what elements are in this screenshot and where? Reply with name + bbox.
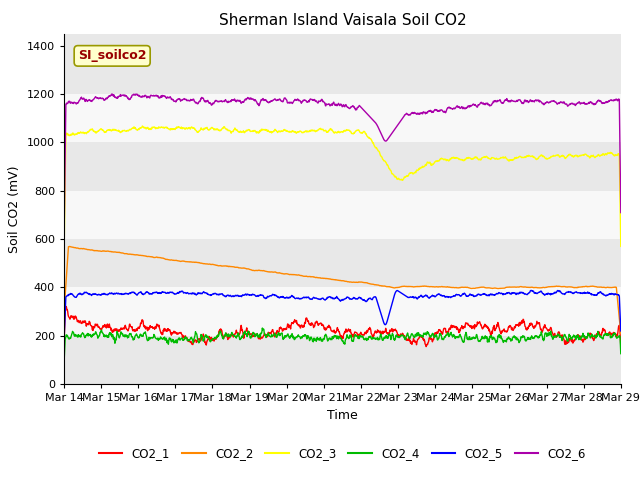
CO2_6: [318, 97, 326, 103]
CO2_1: [126, 322, 134, 328]
Line: CO2_4: CO2_4: [64, 328, 621, 364]
CO2_3: [126, 127, 134, 132]
CO2_5: [126, 290, 134, 296]
CO2_2: [308, 274, 316, 279]
CO2_2: [318, 275, 326, 281]
Bar: [64, 239, 621, 288]
Line: CO2_5: CO2_5: [64, 290, 621, 341]
CO2_4: [259, 325, 266, 331]
Bar: [64, 288, 621, 336]
Title: Sherman Island Vaisala Soil CO2: Sherman Island Vaisala Soil CO2: [219, 13, 466, 28]
CO2_2: [104, 248, 111, 254]
CO2_3: [308, 128, 316, 133]
CO2_6: [126, 96, 134, 102]
Bar: [64, 143, 621, 191]
Bar: [64, 336, 621, 384]
Bar: [64, 191, 621, 239]
CO2_6: [108, 91, 116, 97]
CO2_3: [103, 127, 111, 133]
CO2_5: [60, 338, 68, 344]
CO2_6: [103, 96, 111, 102]
CO2_3: [617, 244, 625, 250]
Line: CO2_1: CO2_1: [64, 306, 621, 347]
CO2_1: [318, 322, 326, 327]
CO2_1: [378, 330, 385, 336]
CO2_2: [297, 273, 305, 278]
CO2_5: [103, 292, 111, 298]
CO2_3: [318, 127, 326, 132]
CO2_3: [378, 154, 385, 159]
CO2_1: [308, 321, 316, 327]
Line: CO2_6: CO2_6: [64, 94, 621, 243]
CO2_6: [617, 210, 625, 216]
CO2_6: [308, 97, 316, 103]
CO2_2: [126, 252, 134, 257]
CO2_1: [60, 342, 68, 348]
CO2_5: [308, 296, 316, 302]
CO2_2: [378, 283, 385, 288]
CO2_3: [297, 128, 305, 134]
CO2_4: [103, 334, 111, 340]
CO2_4: [297, 336, 305, 341]
CO2_4: [308, 336, 316, 342]
CO2_2: [617, 331, 625, 336]
CO2_6: [60, 240, 68, 246]
CO2_6: [378, 131, 385, 137]
CO2_5: [318, 296, 326, 301]
CO2_2: [60, 310, 68, 315]
CO2_5: [617, 328, 625, 334]
CO2_2: [66, 243, 74, 249]
Legend: CO2_1, CO2_2, CO2_3, CO2_4, CO2_5, CO2_6: CO2_1, CO2_2, CO2_3, CO2_4, CO2_5, CO2_6: [94, 443, 591, 465]
CO2_3: [60, 256, 68, 262]
Bar: [64, 46, 621, 94]
Line: CO2_2: CO2_2: [64, 246, 621, 334]
CO2_4: [318, 337, 326, 343]
CO2_4: [378, 333, 385, 339]
X-axis label: Time: Time: [327, 408, 358, 421]
CO2_5: [527, 288, 535, 293]
CO2_1: [617, 344, 625, 349]
Text: SI_soilco2: SI_soilco2: [78, 49, 147, 62]
CO2_1: [104, 321, 111, 327]
Y-axis label: Soil CO2 (mV): Soil CO2 (mV): [8, 165, 21, 252]
Bar: [64, 94, 621, 143]
CO2_4: [617, 351, 625, 357]
CO2_4: [126, 331, 134, 336]
CO2_1: [61, 303, 69, 309]
CO2_3: [138, 123, 146, 129]
CO2_5: [296, 296, 304, 302]
CO2_4: [60, 361, 68, 367]
Line: CO2_3: CO2_3: [64, 126, 621, 259]
CO2_6: [297, 98, 305, 104]
CO2_5: [377, 311, 385, 316]
CO2_1: [297, 325, 305, 331]
